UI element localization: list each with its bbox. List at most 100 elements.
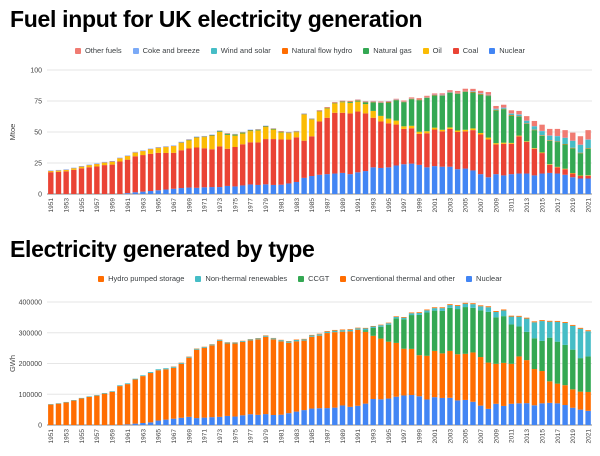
x-tick-label: 1973: [217, 429, 224, 444]
bar-segment: [316, 110, 323, 112]
bar-segment: [362, 328, 369, 331]
x-tick-label: 1951: [48, 429, 55, 444]
bar-segment: [554, 320, 561, 322]
bar-segment: [531, 369, 538, 406]
bar-segment: [385, 102, 392, 119]
bar-segment: [301, 114, 307, 141]
bar-segment: [493, 143, 499, 145]
legend-label: Other fuels: [84, 46, 122, 55]
bar-segment: [408, 97, 415, 99]
legend-swatch: [281, 47, 288, 54]
bar-segment: [547, 320, 553, 322]
bar-segment: [577, 136, 584, 145]
bar-segment: [94, 166, 100, 194]
legend-label: CCGT: [308, 274, 330, 283]
bar-segment: [232, 343, 238, 417]
bar-segment: [462, 129, 469, 132]
bar-segment: [355, 100, 361, 102]
bar-segment: [240, 132, 246, 134]
bar-segment: [524, 123, 530, 142]
bar-segment: [86, 396, 92, 397]
bar-segment: [117, 158, 123, 162]
x-tick-label: 2001: [432, 429, 439, 444]
x-tick-label: 1969: [186, 198, 193, 213]
bar-segment: [263, 126, 269, 128]
x-tick-label: 1997: [401, 429, 408, 444]
bar-segment: [186, 356, 192, 358]
chart2-title: Electricity generated by type: [10, 236, 315, 262]
bar-segment: [424, 97, 430, 98]
x-tick-label: 2013: [524, 198, 531, 213]
bar-segment: [86, 167, 92, 194]
bar-segment: [524, 141, 530, 142]
bar-segment: [470, 303, 476, 305]
bar-segment: [454, 309, 461, 355]
x-tick-label: 2019: [570, 429, 577, 444]
bar-segment: [270, 415, 277, 425]
bar-segment: [531, 405, 538, 425]
bar-segment: [462, 399, 469, 425]
bar-segment: [401, 317, 407, 320]
bar-segment: [485, 311, 492, 363]
bar-segment: [385, 324, 392, 342]
legend-item: Nuclear: [489, 46, 525, 55]
bar-segment: [508, 315, 515, 317]
legend-label: Non-thermal renewables: [205, 274, 288, 283]
bar-segment: [516, 326, 522, 357]
x-tick-label: 1955: [79, 429, 86, 444]
bar-segment: [362, 113, 369, 172]
bar-segment: [554, 341, 561, 384]
bar-segment: [355, 329, 361, 406]
bar-segment: [577, 358, 584, 392]
bar-segment: [531, 148, 538, 176]
bar-segment: [454, 169, 461, 194]
bar-segment: [485, 92, 492, 95]
bar-segment: [462, 91, 469, 92]
bar-segment: [562, 385, 568, 406]
bar-segment: [309, 408, 315, 425]
bar-segment: [431, 308, 438, 311]
bar-segment: [71, 167, 77, 169]
bar-segment: [562, 344, 568, 386]
bar-segment: [124, 159, 131, 194]
bar-segment: [170, 367, 177, 419]
chart1-title: Fuel input for UK electricity generation: [10, 6, 423, 32]
bar-segment: [293, 181, 300, 194]
bar-segment: [585, 148, 591, 149]
bar-segment: [193, 137, 200, 148]
bar-segment: [524, 141, 530, 174]
bar-segment: [124, 384, 131, 425]
bar-segment: [508, 115, 515, 143]
bar-segment: [539, 173, 545, 194]
bar-segment: [247, 131, 254, 143]
bar-segment: [378, 101, 384, 102]
bar-segment: [408, 312, 415, 314]
bar-segment: [278, 340, 284, 342]
x-tick-label: 1959: [110, 198, 117, 213]
x-tick-label: 1983: [294, 429, 301, 444]
bar-segment: [439, 353, 445, 398]
bar-segment: [163, 369, 169, 420]
bar-segment: [570, 349, 576, 390]
bar-segment: [385, 322, 392, 324]
x-tick-label: 1987: [324, 429, 331, 444]
bar-segment: [370, 326, 376, 328]
x-tick-label: 2007: [478, 429, 485, 444]
bar-segment: [232, 147, 238, 187]
legend-item: Nuclear: [466, 274, 502, 283]
bar-segment: [178, 363, 184, 418]
legend-item: Wind and solar: [210, 46, 271, 55]
bar-segment: [447, 92, 453, 128]
x-tick-label: 1971: [202, 429, 209, 444]
legend-label: Natural gas: [373, 46, 412, 55]
bar-segment: [531, 322, 538, 339]
bar-segment: [362, 171, 369, 194]
bar-segment: [94, 163, 100, 164]
bar-segment: [101, 393, 108, 425]
x-tick-label: 1995: [386, 429, 393, 444]
bar-segment: [493, 110, 499, 144]
bar-segment: [263, 127, 269, 140]
bar-segment: [186, 148, 192, 188]
bar-segment: [224, 148, 231, 186]
bar-segment: [339, 172, 346, 194]
